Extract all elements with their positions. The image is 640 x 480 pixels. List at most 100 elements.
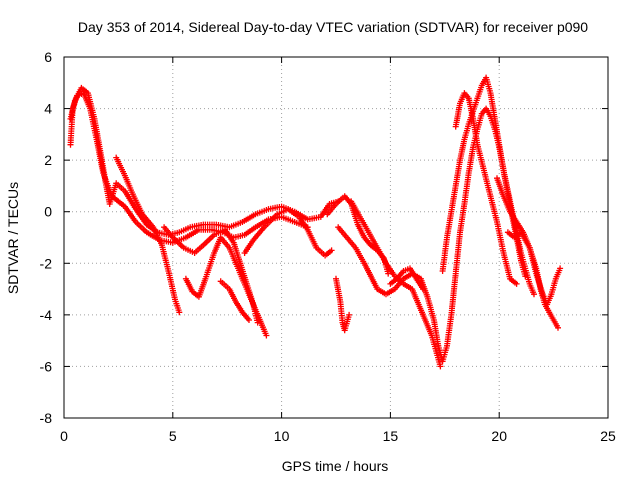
data-point-segment bbox=[422, 317, 434, 337]
data-point-segment bbox=[387, 277, 399, 287]
data-point-segment bbox=[226, 286, 238, 304]
data-point-segment bbox=[250, 225, 266, 244]
data-point-segment bbox=[182, 227, 200, 241]
data-point-segment bbox=[278, 213, 296, 225]
x-tick-label: 10 bbox=[274, 428, 290, 444]
data-point-segment bbox=[548, 278, 559, 298]
data-point-segment bbox=[518, 257, 529, 280]
data-point-segment bbox=[409, 286, 421, 306]
data-point-segment bbox=[189, 288, 201, 299]
data-point-segment bbox=[172, 296, 183, 316]
series-track-4 bbox=[182, 234, 270, 339]
x-tick-label: 0 bbox=[60, 428, 68, 444]
data-point-segment bbox=[500, 193, 513, 213]
data-point-segment bbox=[296, 213, 310, 231]
data-point-segment bbox=[474, 141, 487, 172]
grid bbox=[64, 57, 608, 418]
data-point-segment bbox=[341, 311, 353, 334]
data-point-segment bbox=[78, 84, 90, 95]
data-point-segment bbox=[474, 84, 485, 102]
data-point-segment bbox=[322, 247, 335, 259]
series-track-13 bbox=[452, 90, 520, 287]
data-point-segment bbox=[361, 234, 373, 247]
data-point-segment bbox=[121, 188, 138, 211]
y-tick-label: 2 bbox=[44, 152, 52, 168]
data-point-segment bbox=[457, 138, 467, 164]
data-point-segment bbox=[470, 115, 481, 146]
data-point-segment bbox=[226, 219, 244, 231]
data-point-segment bbox=[217, 234, 231, 250]
data-point-segment bbox=[413, 275, 426, 293]
data-point-segment bbox=[132, 219, 149, 234]
data-point-segment bbox=[374, 286, 388, 297]
data-point-segment bbox=[182, 275, 195, 293]
data-point-segment bbox=[121, 203, 138, 224]
series-track-6 bbox=[217, 278, 252, 323]
data-point-segment bbox=[106, 182, 119, 207]
data-point-segment bbox=[552, 265, 564, 282]
data-point-segment bbox=[113, 154, 127, 177]
data-point-segment bbox=[507, 275, 520, 287]
chart-title: Day 353 of 2014, Sidereal Day-to-day VTE… bbox=[78, 19, 588, 35]
data-point-segment bbox=[84, 90, 97, 120]
data-point-segment bbox=[222, 226, 236, 244]
data-point-segment bbox=[337, 299, 346, 324]
data-point-segment bbox=[518, 250, 528, 270]
data-point-segment bbox=[274, 207, 289, 218]
data-point-segment bbox=[374, 244, 388, 265]
data-point-segment bbox=[333, 275, 343, 303]
data-point-segment bbox=[461, 123, 472, 143]
series-track-2 bbox=[67, 84, 342, 238]
data-point-segment bbox=[139, 211, 155, 229]
y-axis-label: SDTVAR / TECUs bbox=[5, 182, 21, 294]
series-track-9 bbox=[333, 275, 353, 334]
data-point-segment bbox=[239, 309, 252, 323]
data-point-segment bbox=[487, 90, 498, 120]
data-point-segment bbox=[252, 217, 270, 231]
series-track-7 bbox=[241, 206, 335, 259]
data-point-segment bbox=[121, 172, 136, 198]
data-point-segment bbox=[237, 260, 250, 285]
y-tick-label: 6 bbox=[44, 49, 52, 65]
data-point-segment bbox=[400, 266, 411, 274]
data-point-segment bbox=[541, 301, 552, 314]
data-point-segment bbox=[433, 348, 444, 370]
data-point-segment bbox=[481, 167, 493, 198]
data-point-segment bbox=[191, 243, 205, 256]
data-point-segment bbox=[400, 280, 414, 291]
plot-frame bbox=[63, 56, 609, 419]
data-point-segment bbox=[526, 280, 537, 298]
data-point-segment bbox=[202, 252, 217, 282]
data-point-segment bbox=[230, 239, 243, 265]
data-point-segment bbox=[354, 221, 367, 239]
x-tick-label: 5 bbox=[169, 428, 177, 444]
y-tick-label: -4 bbox=[40, 307, 53, 323]
data-point-segment bbox=[367, 273, 380, 291]
y-tick-label: -6 bbox=[40, 358, 53, 374]
data-point-segment bbox=[457, 203, 467, 236]
data-point-segment bbox=[67, 100, 78, 122]
data-point-segment bbox=[241, 225, 257, 238]
data-point-segment bbox=[211, 227, 226, 238]
data-point-segment bbox=[304, 226, 319, 249]
data-point-segment bbox=[461, 90, 471, 100]
data-point-segment bbox=[491, 115, 502, 146]
series-track-16 bbox=[387, 265, 426, 293]
data-point-segment bbox=[335, 224, 349, 239]
data-point-segment bbox=[507, 208, 519, 224]
series-track-5 bbox=[161, 224, 261, 326]
data-point-segment bbox=[500, 167, 511, 192]
data-point-segment bbox=[130, 193, 145, 216]
x-tick-label: 20 bbox=[491, 428, 507, 444]
data-point-segment bbox=[239, 212, 257, 225]
data-point-segment bbox=[444, 210, 454, 241]
data-point-segment bbox=[461, 172, 472, 207]
data-point-segment bbox=[317, 202, 332, 220]
data-point-segment bbox=[161, 224, 175, 239]
data-point-segment bbox=[176, 225, 191, 236]
data-point-segment bbox=[550, 317, 561, 331]
data-point-segment bbox=[361, 260, 373, 278]
data-point-segment bbox=[241, 238, 256, 256]
data-points bbox=[67, 74, 564, 370]
